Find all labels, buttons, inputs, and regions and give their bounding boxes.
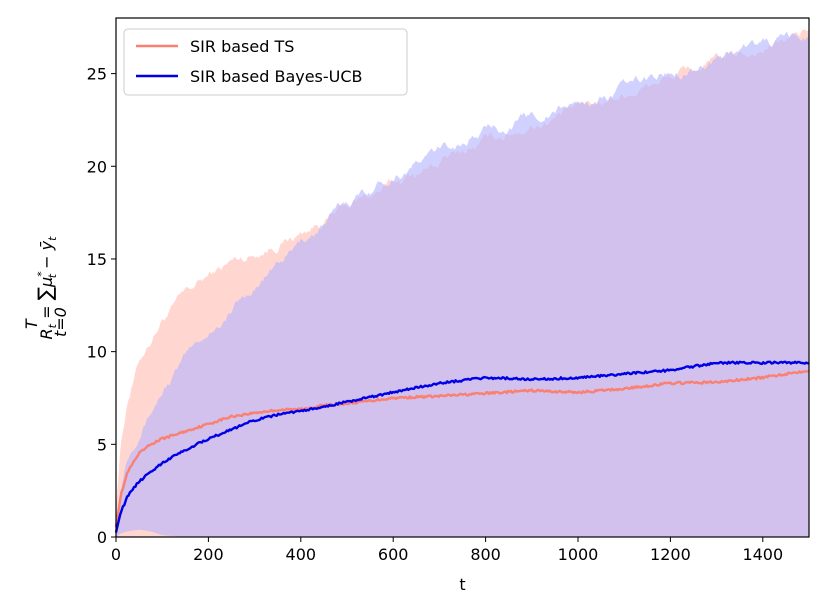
plot-frame bbox=[115, 17, 810, 538]
x-tick-label: 1400 bbox=[742, 545, 783, 564]
x-tick-label: 1000 bbox=[558, 545, 599, 564]
series-line-ts bbox=[114, 369, 810, 528]
series-lines bbox=[114, 360, 810, 533]
y-tick-label: 5 bbox=[97, 435, 107, 454]
ylabel-sum: ∑ bbox=[33, 286, 57, 300]
ylabel-eq: = bbox=[37, 300, 56, 324]
confidence-bands bbox=[116, 28, 809, 537]
legend-box bbox=[123, 28, 408, 96]
ylabel-ybar: ȳ bbox=[37, 240, 56, 251]
y-tick-label: 15 bbox=[87, 250, 107, 269]
legend: SIR based TS SIR based Bayes-UCB bbox=[123, 28, 408, 96]
y-tick-label: 10 bbox=[87, 343, 107, 362]
x-axis-ticks: 0 200 400 600 800 1000 1200 1400 bbox=[111, 537, 783, 564]
ylabel-sum-top: T bbox=[22, 318, 41, 329]
series-line-bayes-ucb bbox=[114, 360, 810, 533]
ylabel-ybar-sub: t bbox=[46, 236, 59, 241]
x-tick-label: 0 bbox=[111, 545, 121, 564]
x-tick-label: 600 bbox=[378, 545, 409, 564]
y-axis-title: Rt = ∑μ*t − ȳt T t=0 bbox=[22, 236, 70, 340]
ylabel-mu: μ bbox=[37, 277, 56, 288]
y-axis-ticks: 0 5 10 15 20 25 bbox=[87, 65, 116, 547]
y-tick-label: 20 bbox=[87, 157, 107, 176]
x-axis-title: t bbox=[459, 575, 465, 594]
x-tick-label: 1200 bbox=[650, 545, 691, 564]
ylabel-lhs: R bbox=[37, 328, 56, 339]
legend-label-bayes-ucb: SIR based Bayes-UCB bbox=[190, 67, 363, 86]
ylabel-mu-sup: * bbox=[35, 271, 48, 277]
x-tick-label: 400 bbox=[286, 545, 317, 564]
ylabel-minus: − bbox=[37, 250, 56, 274]
svg-text:Rt = ∑μ*t − ȳt: Rt = ∑μ*t − ȳt bbox=[33, 236, 59, 340]
legend-label-ts: SIR based TS bbox=[190, 37, 294, 56]
y-tick-label: 0 bbox=[97, 528, 107, 547]
x-tick-label: 200 bbox=[193, 545, 224, 564]
x-tick-label: 800 bbox=[470, 545, 501, 564]
ylabel-lhs-sub: t bbox=[46, 323, 59, 328]
ylabel-mu-sub: t bbox=[46, 273, 59, 278]
ylabel-sum-bottom: t=0 bbox=[51, 307, 70, 337]
y-tick-label: 25 bbox=[87, 65, 107, 84]
